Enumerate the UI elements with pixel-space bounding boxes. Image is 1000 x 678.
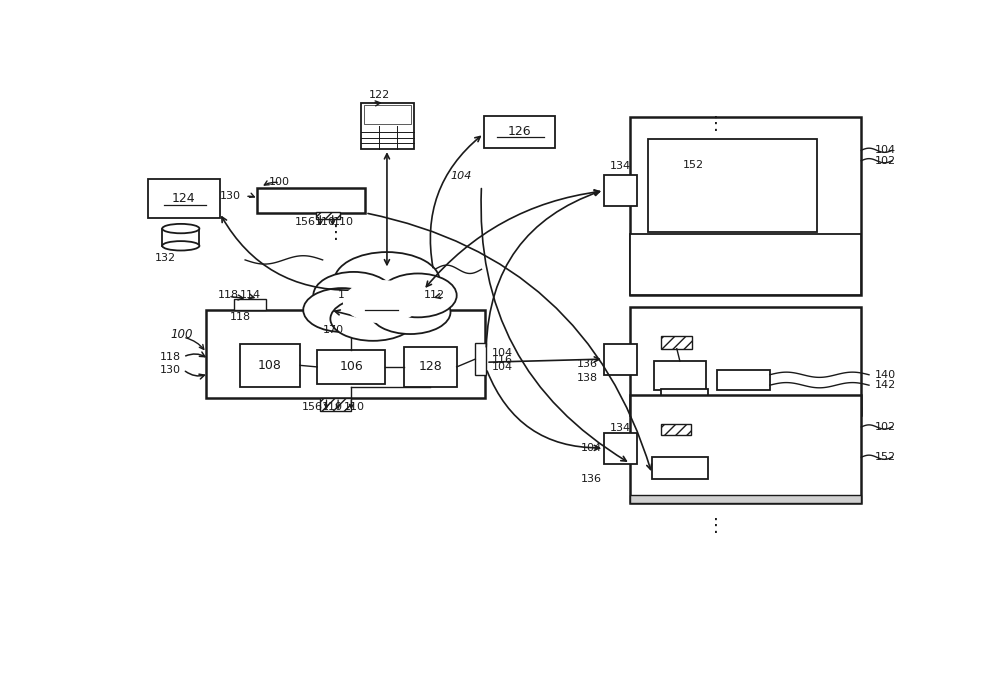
Bar [316, 212, 340, 219]
Bar [234, 298, 266, 310]
Text: 104: 104 [492, 348, 513, 358]
Text: 104: 104 [492, 363, 513, 372]
Bar [652, 457, 708, 479]
Text: 110: 110 [314, 218, 335, 227]
Bar [630, 495, 861, 503]
Bar [661, 336, 692, 348]
Text: 170: 170 [338, 290, 359, 300]
Bar [320, 398, 351, 412]
Bar [630, 117, 861, 296]
Ellipse shape [379, 273, 457, 317]
Bar [630, 234, 861, 296]
Text: 102: 102 [875, 156, 896, 165]
Text: 104: 104 [580, 443, 602, 453]
Text: 126: 126 [508, 125, 531, 138]
Bar [404, 347, 457, 386]
Text: 122: 122 [368, 89, 390, 100]
Ellipse shape [313, 272, 394, 319]
Text: 152: 152 [875, 452, 896, 462]
Bar [717, 370, 770, 391]
Ellipse shape [344, 281, 421, 323]
Bar [661, 389, 708, 412]
Text: ⋮: ⋮ [707, 115, 725, 133]
Text: 132: 132 [154, 253, 176, 262]
Text: 118: 118 [218, 290, 239, 300]
Bar [317, 350, 385, 384]
Text: 110: 110 [344, 402, 365, 412]
Text: 138: 138 [577, 373, 598, 383]
Text: 102: 102 [875, 422, 896, 432]
Bar [630, 407, 861, 416]
Bar [630, 307, 861, 416]
Text: 110: 110 [333, 218, 354, 227]
Ellipse shape [162, 241, 199, 250]
Text: 100: 100 [170, 328, 192, 341]
Bar [484, 117, 555, 148]
Bar [364, 104, 411, 124]
Bar [604, 176, 637, 205]
Text: 136: 136 [577, 359, 598, 370]
Text: 130: 130 [160, 365, 181, 374]
Text: 156: 156 [302, 402, 323, 412]
Bar [148, 179, 220, 218]
Text: 124: 124 [172, 193, 196, 205]
Text: 118: 118 [160, 352, 181, 362]
Bar [648, 139, 817, 232]
Bar [475, 344, 486, 375]
Bar [325, 298, 365, 310]
Text: 110: 110 [322, 402, 343, 412]
Text: 136: 136 [581, 474, 602, 484]
Bar [604, 433, 637, 464]
Text: 152: 152 [683, 160, 704, 170]
Bar [206, 310, 485, 398]
Text: 112: 112 [423, 290, 444, 300]
Text: 106: 106 [339, 361, 363, 374]
Text: 114: 114 [240, 290, 261, 300]
Bar [240, 344, 300, 386]
Ellipse shape [303, 288, 381, 332]
Text: 100: 100 [268, 176, 289, 186]
Bar [361, 103, 414, 149]
Bar [654, 361, 706, 391]
Text: 170: 170 [323, 325, 344, 335]
Text: 104: 104 [875, 145, 896, 155]
Ellipse shape [162, 224, 199, 233]
Ellipse shape [334, 252, 440, 309]
Bar [319, 317, 361, 327]
Bar [604, 344, 637, 375]
Text: 120: 120 [370, 298, 394, 311]
Ellipse shape [370, 290, 450, 334]
Bar [661, 424, 691, 435]
Text: 118: 118 [230, 313, 251, 322]
Text: 108: 108 [258, 359, 282, 372]
Text: 128: 128 [418, 361, 442, 374]
Text: ⋮: ⋮ [707, 517, 725, 535]
Text: 130: 130 [220, 191, 241, 201]
Text: 156: 156 [295, 218, 316, 227]
Ellipse shape [330, 297, 416, 341]
Bar [630, 395, 861, 503]
Text: 116: 116 [492, 355, 513, 365]
Text: 140: 140 [875, 370, 896, 380]
Text: ⋮: ⋮ [327, 224, 345, 242]
Text: 142: 142 [875, 380, 896, 391]
Bar [257, 188, 365, 213]
Text: 104: 104 [450, 172, 472, 182]
Text: 134: 134 [609, 161, 631, 171]
Text: 134: 134 [609, 423, 631, 433]
